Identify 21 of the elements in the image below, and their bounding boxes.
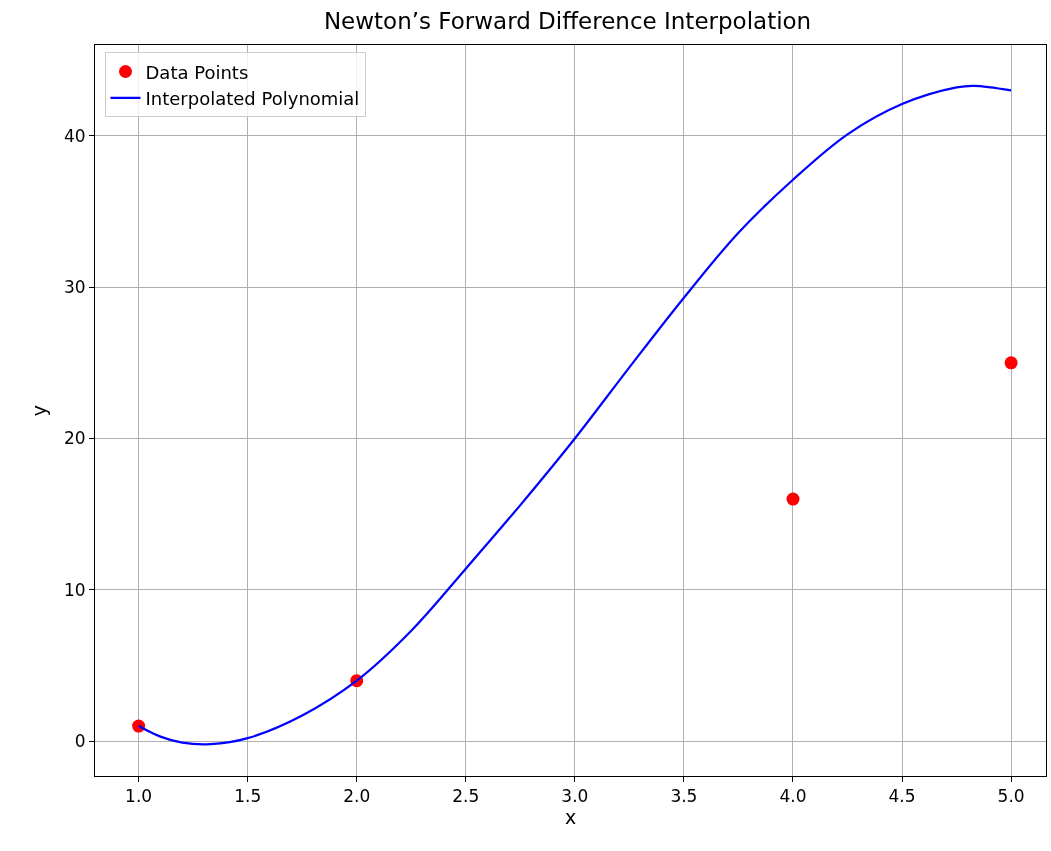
- x-tick-label: 5.0: [997, 786, 1025, 807]
- x-tick-label: 3.5: [670, 786, 698, 807]
- chart-title: Newton’s Forward Difference Interpolation: [323, 7, 812, 34]
- y-tick-label: 0: [74, 731, 86, 752]
- point: [786, 492, 800, 506]
- y-tick-label: 20: [63, 428, 86, 449]
- y-tick-label: 10: [63, 579, 86, 600]
- x-tick-label: 1.0: [125, 786, 153, 807]
- legend-label: Data Points: [145, 61, 249, 83]
- y-axis-title: y: [27, 404, 50, 417]
- x-tick-label: 4.5: [888, 786, 916, 807]
- point: [1004, 356, 1018, 370]
- x-tick-label: 4.0: [779, 786, 807, 807]
- x-tick-label: 2.0: [343, 786, 371, 807]
- y-tick-label: 40: [63, 125, 86, 146]
- legend-label: Interpolated Polynomial: [145, 87, 360, 109]
- x-axis-title: x: [564, 806, 577, 829]
- x-tick-label: 1.5: [234, 786, 262, 807]
- x-tick-label: 2.5: [452, 786, 480, 807]
- y-tick-label: 30: [63, 277, 86, 298]
- x-tick-label: 3.0: [561, 786, 589, 807]
